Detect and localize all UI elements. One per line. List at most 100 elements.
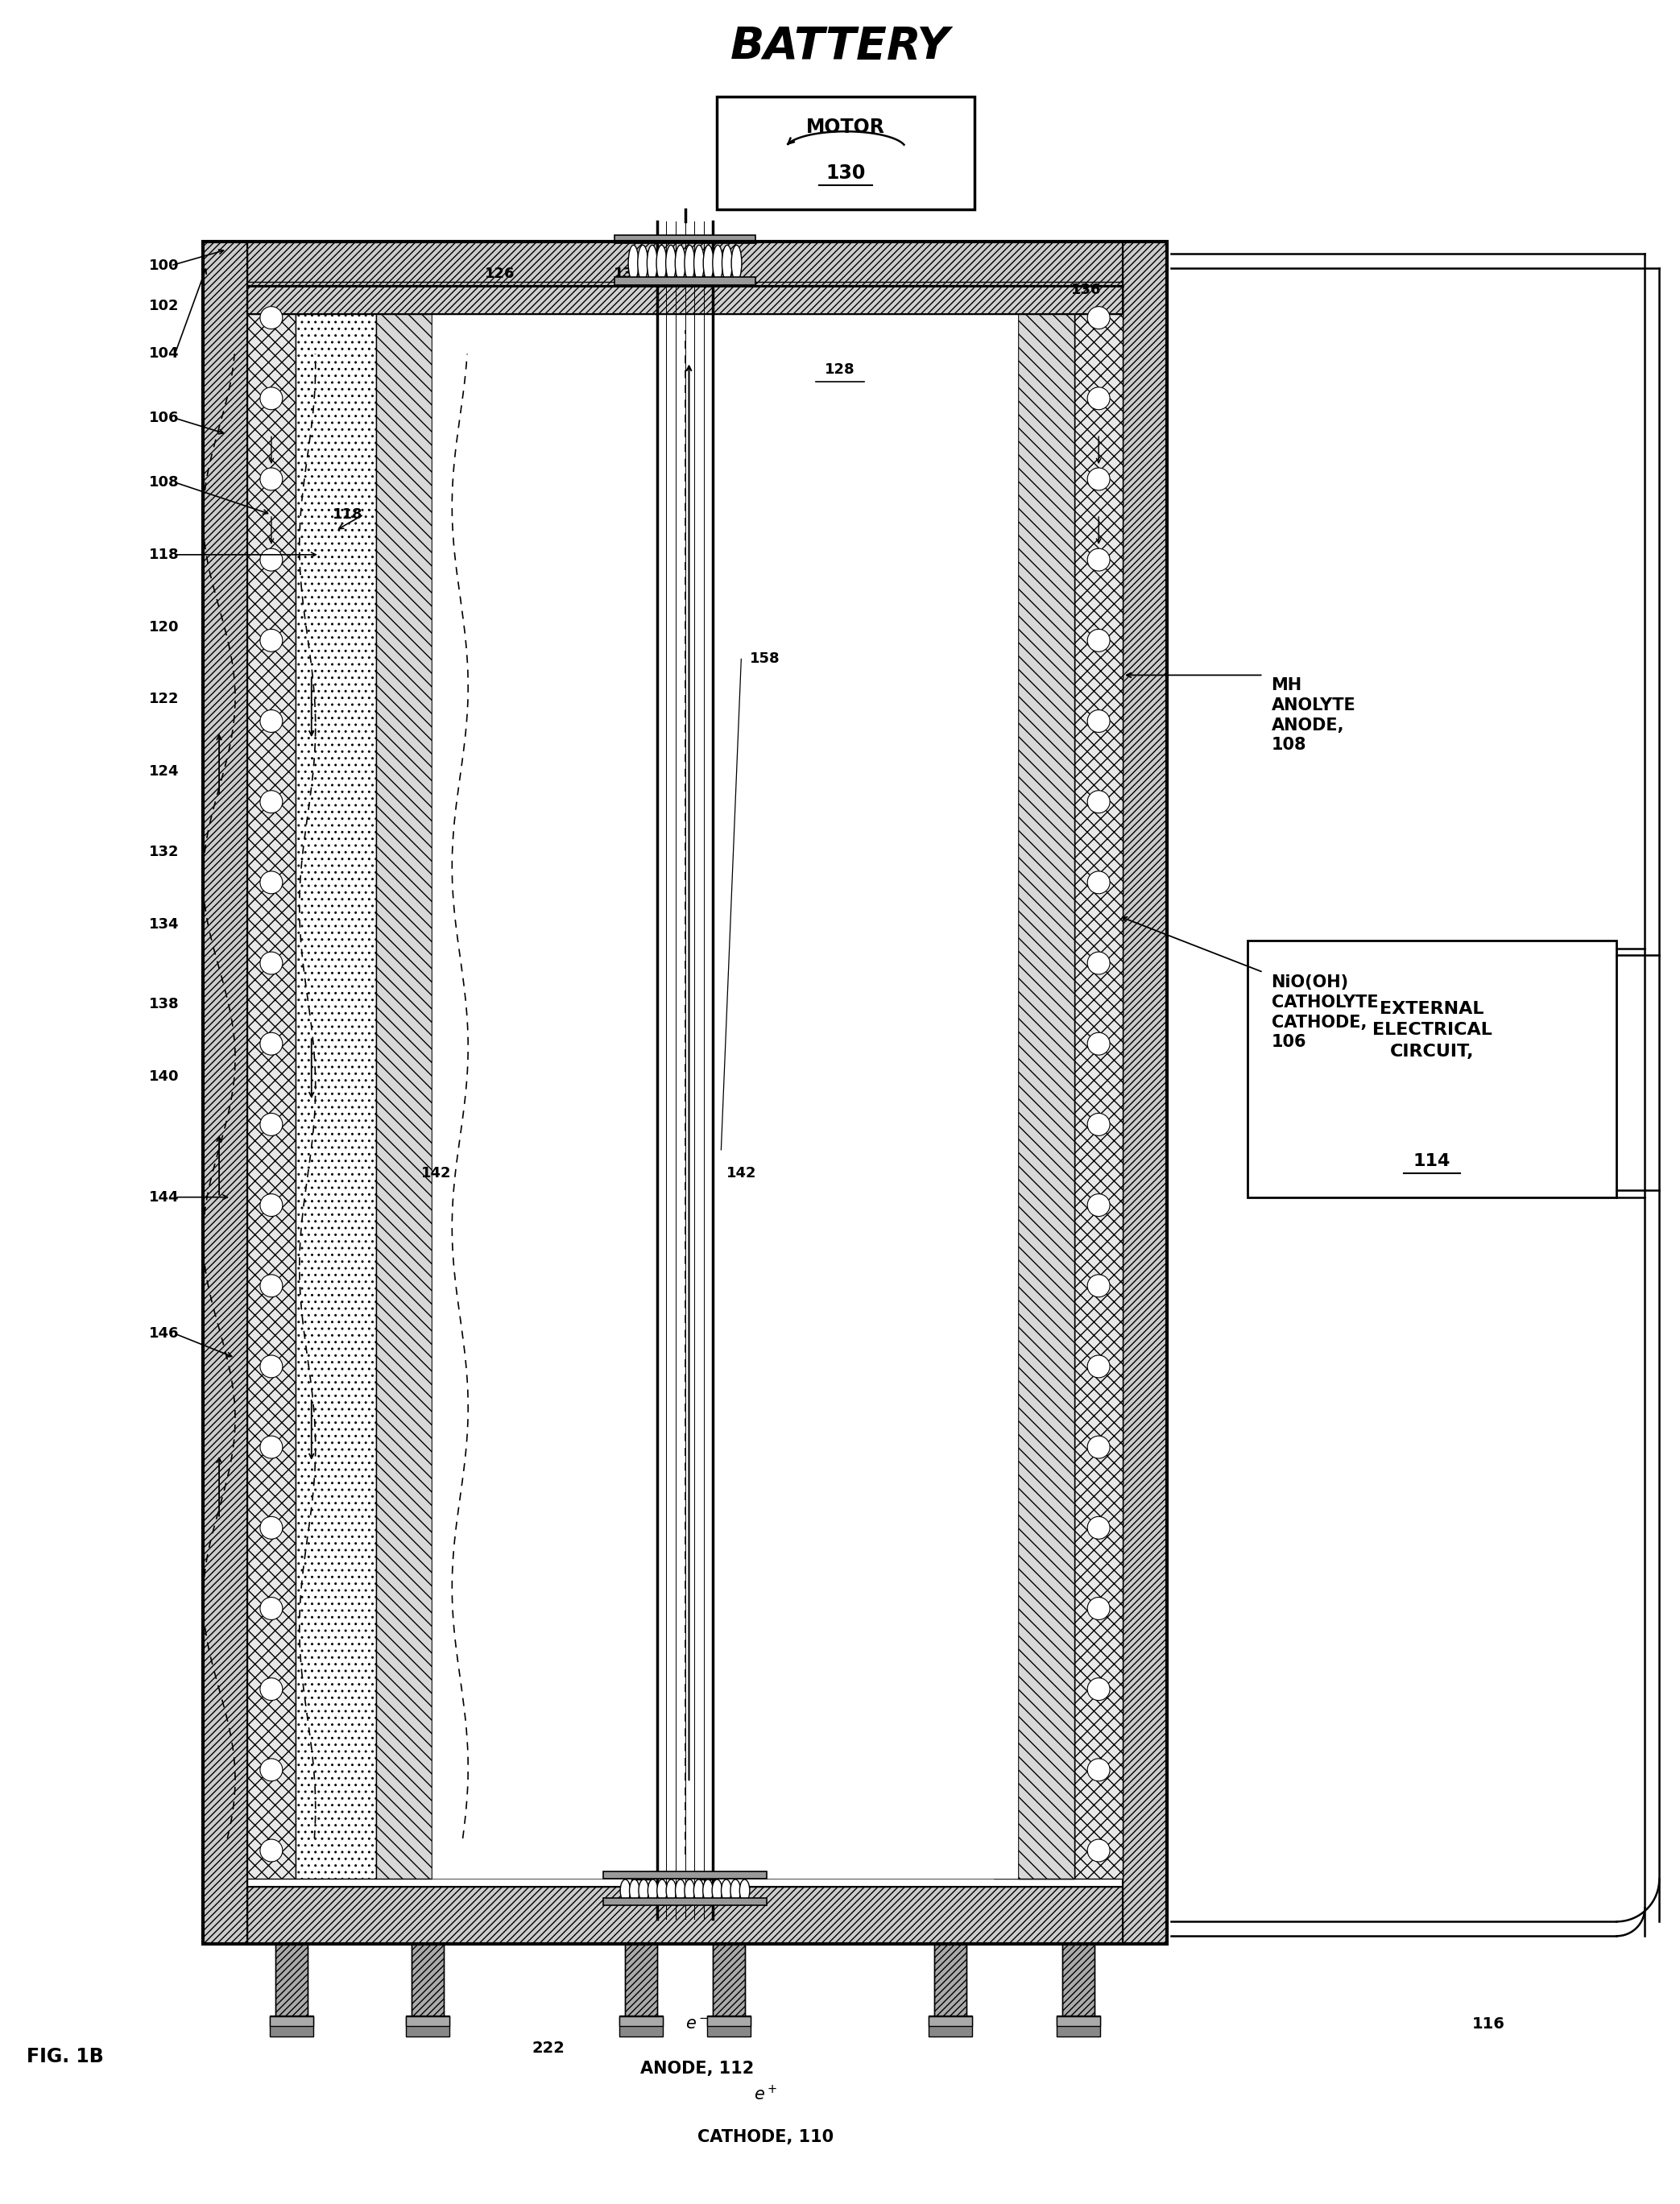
Bar — [1122, 242, 1168, 1944]
Text: NiO(OH)
CATHOLYTE
CATHODE,
106: NiO(OH) CATHOLYTE CATHODE, 106 — [1272, 974, 1378, 1051]
Text: 142: 142 — [726, 1166, 756, 1181]
Circle shape — [1087, 1355, 1110, 1378]
Circle shape — [1087, 1598, 1110, 1620]
Ellipse shape — [675, 1880, 685, 1902]
Bar — [1075, 289, 1122, 1878]
Bar — [712, 1944, 746, 2017]
Bar — [296, 289, 376, 1878]
Ellipse shape — [675, 245, 685, 282]
Circle shape — [260, 1031, 282, 1056]
Bar — [717, 97, 974, 209]
Text: 142: 142 — [422, 1166, 450, 1181]
Bar — [432, 289, 1018, 1878]
Text: 116: 116 — [1472, 2017, 1505, 2032]
Bar — [603, 1871, 766, 1878]
Ellipse shape — [638, 245, 648, 282]
Text: 136: 136 — [613, 267, 643, 280]
Circle shape — [260, 306, 282, 328]
Bar — [615, 278, 756, 284]
Circle shape — [1087, 871, 1110, 893]
Bar — [203, 1887, 1168, 1944]
Circle shape — [260, 549, 282, 571]
Ellipse shape — [630, 1880, 640, 1902]
Bar — [276, 1944, 307, 2017]
Bar — [407, 2017, 450, 2025]
Text: 136: 136 — [1072, 282, 1102, 298]
Bar — [1122, 242, 1168, 1944]
Ellipse shape — [647, 245, 657, 282]
Circle shape — [260, 1840, 282, 1862]
Bar — [407, 2014, 450, 2036]
Bar — [632, 1880, 650, 1898]
Ellipse shape — [731, 1880, 741, 1902]
Circle shape — [1087, 549, 1110, 571]
Circle shape — [1087, 952, 1110, 974]
Bar — [203, 1887, 1168, 1944]
Text: 222: 222 — [533, 2041, 564, 2056]
Ellipse shape — [722, 245, 732, 282]
Bar — [203, 242, 1168, 1944]
Circle shape — [260, 1195, 282, 1217]
Text: 102: 102 — [150, 298, 180, 313]
Bar — [203, 242, 1168, 287]
Ellipse shape — [712, 245, 722, 282]
Text: MOTOR: MOTOR — [806, 117, 885, 137]
Ellipse shape — [684, 1880, 694, 1902]
Bar — [270, 2014, 312, 2036]
Text: 158: 158 — [751, 652, 781, 666]
Bar — [929, 2017, 971, 2025]
Bar — [276, 1944, 307, 2017]
Circle shape — [260, 791, 282, 813]
Bar — [1018, 289, 1075, 1878]
Text: 138: 138 — [148, 996, 180, 1012]
Bar — [707, 2017, 751, 2025]
Text: 126: 126 — [486, 267, 516, 280]
Circle shape — [260, 1759, 282, 1781]
Bar — [615, 236, 756, 242]
Text: FIG. 1B: FIG. 1B — [27, 2048, 104, 2065]
Circle shape — [260, 388, 282, 410]
Bar — [995, 289, 1075, 1878]
Bar — [620, 2014, 662, 2036]
Ellipse shape — [721, 1880, 731, 1902]
Bar — [929, 2014, 971, 2036]
Text: 134: 134 — [150, 917, 180, 932]
Bar — [1018, 289, 1075, 1878]
Bar — [247, 289, 296, 1878]
Text: 114: 114 — [1413, 1153, 1450, 1168]
Bar — [620, 2017, 662, 2025]
Text: 122: 122 — [150, 692, 180, 707]
Bar — [934, 1944, 966, 2017]
Ellipse shape — [739, 1880, 749, 1902]
Circle shape — [1087, 1759, 1110, 1781]
Text: 128: 128 — [825, 364, 855, 377]
Bar — [699, 1880, 719, 1898]
Bar — [203, 242, 1168, 287]
Text: 120: 120 — [150, 619, 180, 635]
Bar — [247, 287, 1122, 313]
Ellipse shape — [657, 245, 667, 282]
Bar — [1062, 1944, 1095, 2017]
Bar — [934, 1944, 966, 2017]
Ellipse shape — [648, 1880, 659, 1902]
Text: 130: 130 — [827, 163, 865, 183]
Bar — [296, 289, 376, 1878]
Bar — [625, 1944, 657, 2017]
Text: BATTERY: BATTERY — [731, 24, 949, 68]
Text: 106: 106 — [150, 410, 180, 425]
Ellipse shape — [667, 1880, 677, 1902]
Ellipse shape — [657, 1880, 667, 1902]
Circle shape — [1087, 306, 1110, 328]
Circle shape — [260, 1113, 282, 1135]
Ellipse shape — [702, 1880, 712, 1902]
Bar — [376, 289, 432, 1878]
Bar — [1062, 1944, 1095, 2017]
Circle shape — [1087, 1437, 1110, 1459]
Bar — [247, 289, 296, 1878]
Circle shape — [1087, 467, 1110, 489]
Bar — [203, 242, 247, 1944]
Text: EXTERNAL
ELECTRICAL
CIRCUIT,: EXTERNAL ELECTRICAL CIRCUIT, — [1373, 1001, 1492, 1060]
Bar — [412, 1944, 444, 2017]
Circle shape — [1087, 1274, 1110, 1296]
Circle shape — [1087, 1113, 1110, 1135]
